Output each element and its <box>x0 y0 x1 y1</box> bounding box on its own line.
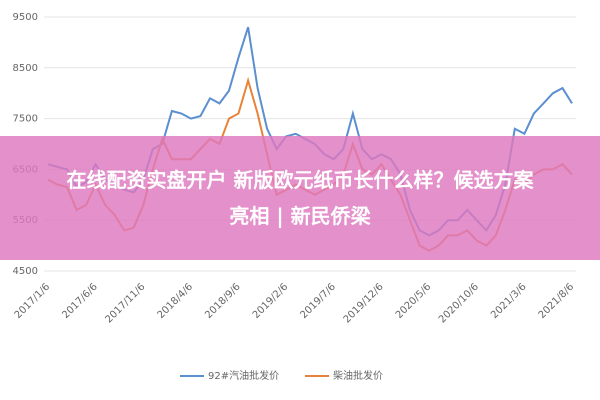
x-tick-label: 2017/1/6 <box>13 281 53 321</box>
x-tick-label: 2019/2/6 <box>251 281 291 321</box>
x-tick-label: 2017/6/6 <box>60 281 100 321</box>
x-tick-label: 2017/11/6 <box>103 281 147 325</box>
banner-line: 在线配资实盘开户 新版欧元纸币长什么样？候选方案 <box>66 168 534 192</box>
x-tick-label: 2021/3/6 <box>489 281 529 321</box>
y-tick-label: 4500 <box>13 266 38 277</box>
legend-label: 92#汽油批发价 <box>208 369 279 382</box>
x-tick-label: 2018/9/6 <box>203 281 243 321</box>
x-tick-label: 2020/5/6 <box>394 281 434 321</box>
y-tick-label: 7500 <box>13 114 38 125</box>
x-tick-label: 2018/4/6 <box>156 281 196 321</box>
x-tick-label: 2019/7/6 <box>299 281 339 321</box>
y-tick-label: 8500 <box>13 63 38 74</box>
x-tick-label: 2021/8/6 <box>537 281 577 321</box>
banner-line: 亮相 | 新民侨梁 <box>229 204 371 228</box>
banner: 在线配资实盘开户 新版欧元纸币长什么样？候选方案 亮相 | 新民侨梁 <box>0 136 600 260</box>
y-tick-label: 9500 <box>13 12 38 23</box>
legend-label: 柴油批发价 <box>333 369 383 382</box>
x-tick-label: 2019/12/6 <box>342 281 386 325</box>
x-tick-label: 2020/10/6 <box>437 281 481 325</box>
